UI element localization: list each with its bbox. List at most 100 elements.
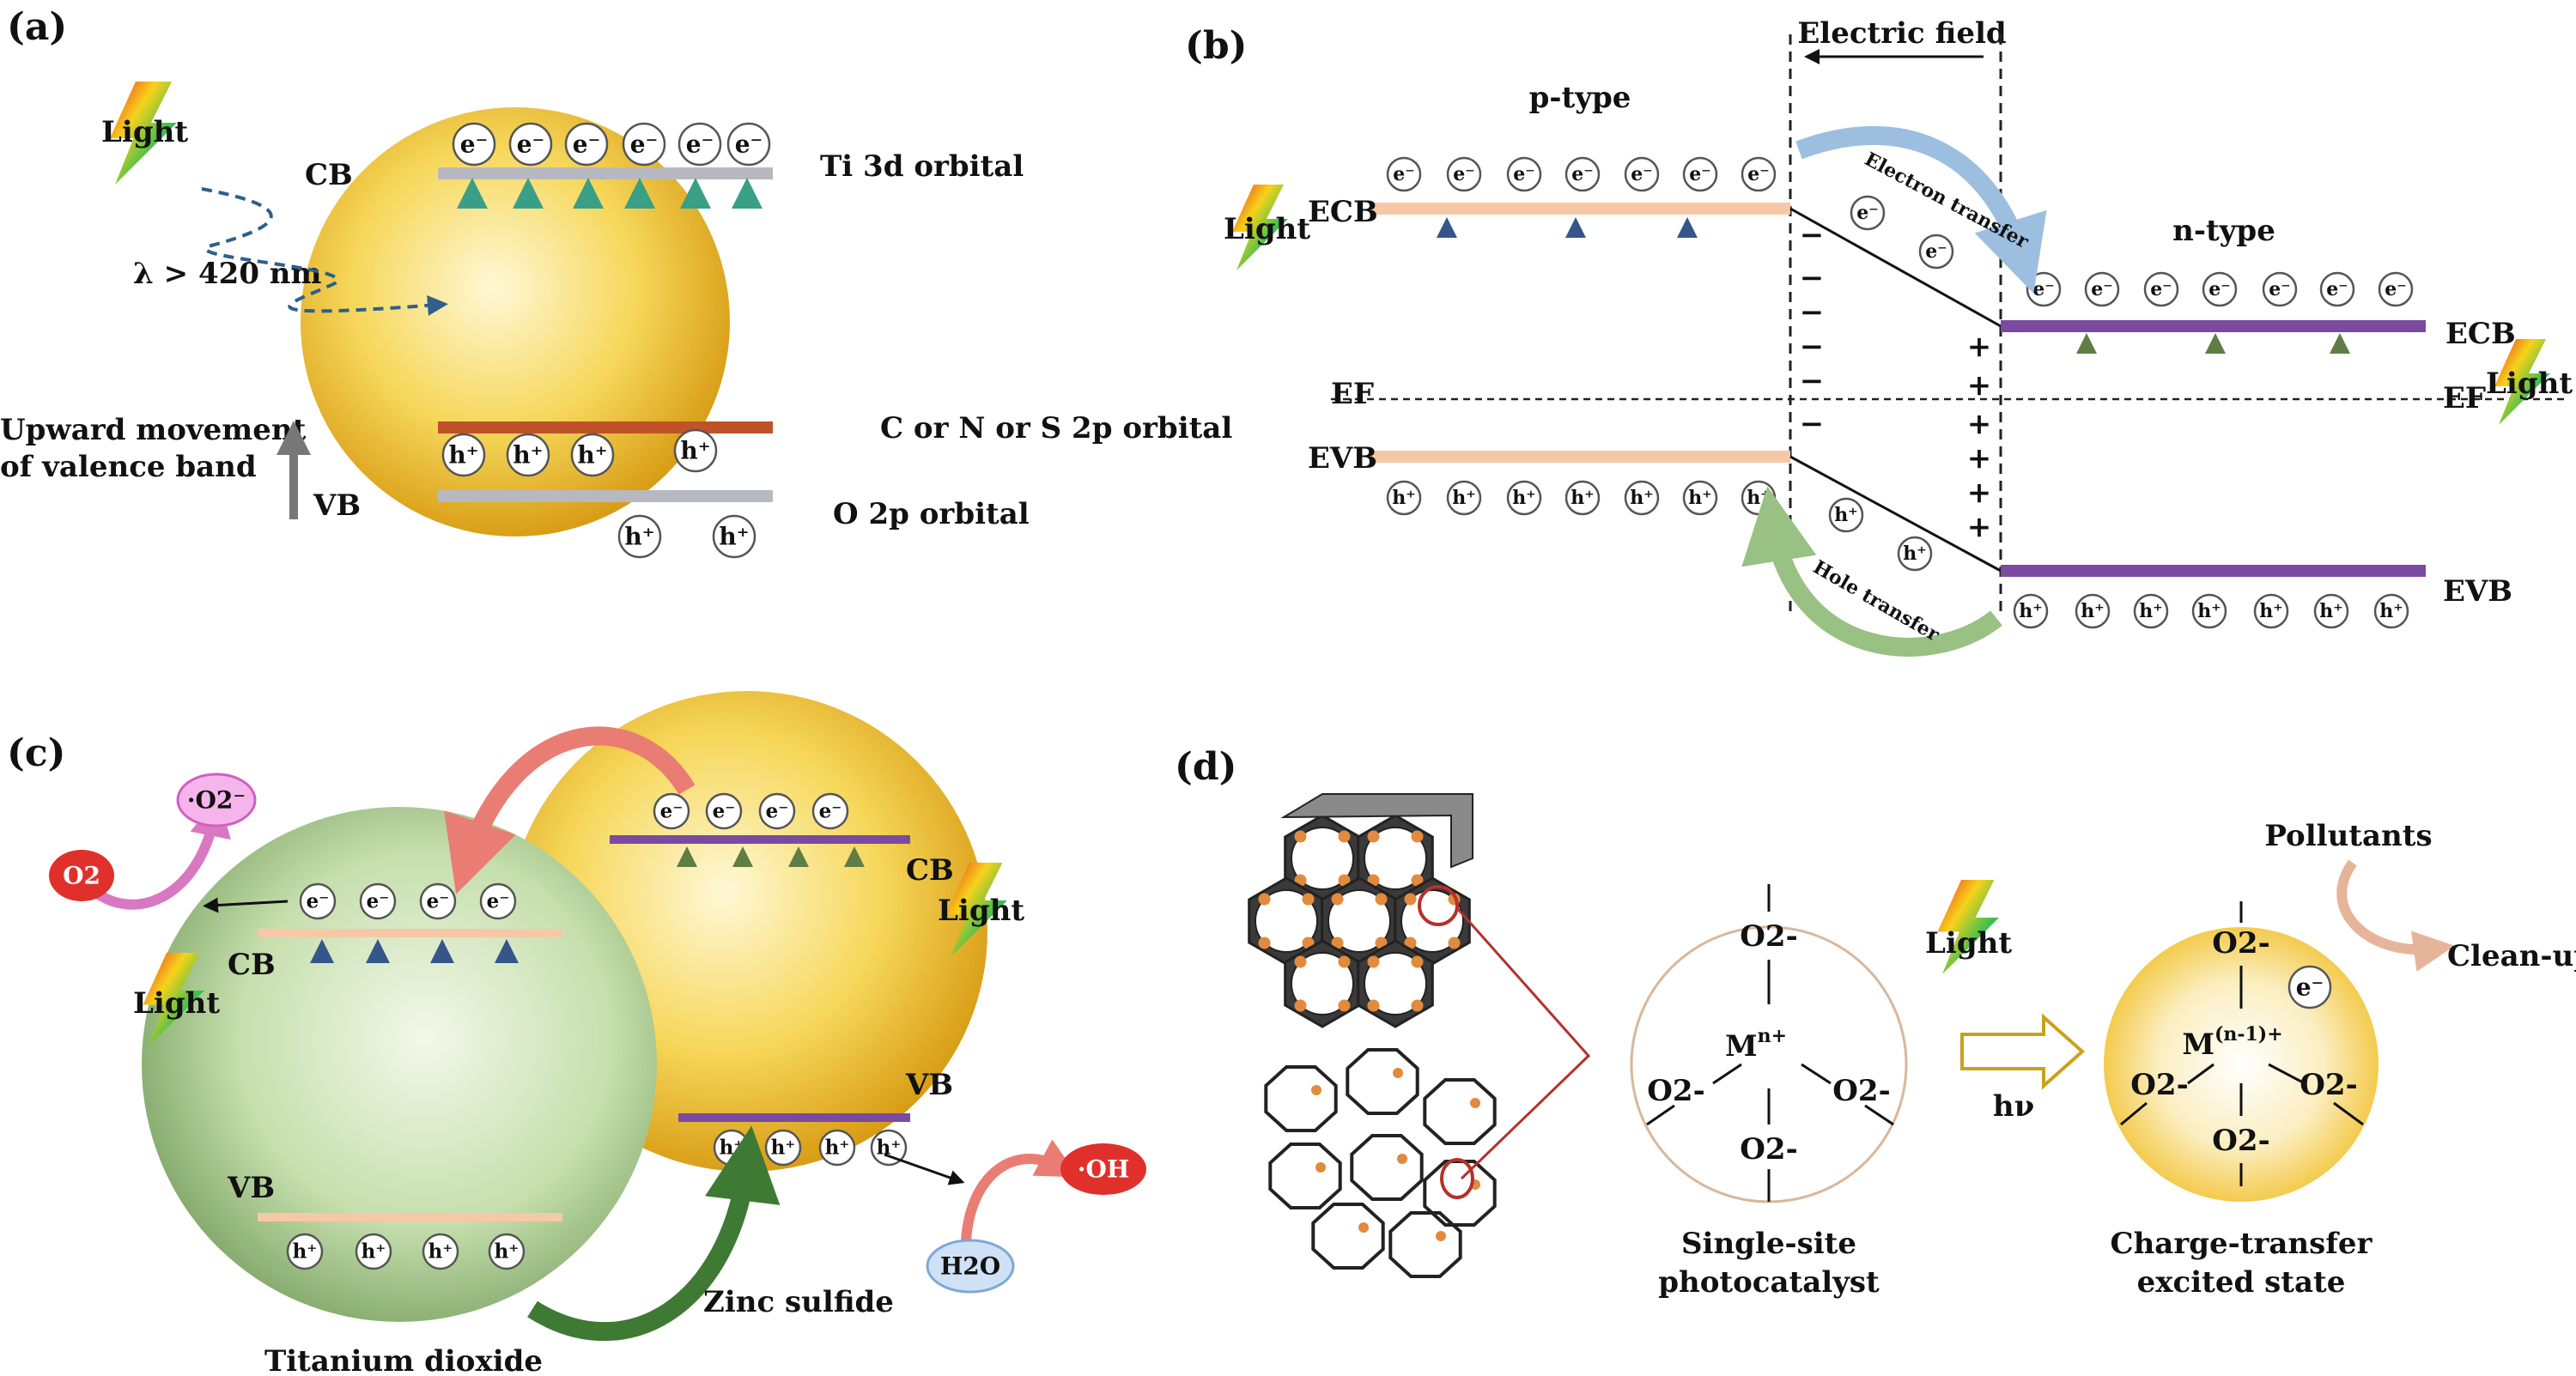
hole-label: h⁺ — [2379, 600, 2403, 622]
hole: h⁺ — [1446, 480, 1482, 516]
active-site — [1331, 893, 1344, 906]
panel-a-vb: VB — [313, 488, 361, 523]
ex-o-left: O2- — [2130, 1068, 2188, 1102]
negative-charge: − — [1800, 261, 1825, 295]
hydroxyl-arrow — [961, 1139, 1079, 1241]
h2o-label: H2O — [940, 1252, 1000, 1281]
hole-transfer-arrow — [1741, 486, 2002, 657]
electron-label: e⁻ — [1747, 163, 1770, 185]
cb-bend — [1789, 207, 2002, 328]
framework-depth — [1280, 793, 1473, 869]
hole: h⁺ — [617, 514, 662, 559]
zeolite-cage — [1350, 1134, 1424, 1201]
panel-a-light: Light — [101, 115, 188, 149]
site-highlight-2 — [1440, 1158, 1474, 1199]
electron: e⁻ — [758, 792, 796, 830]
hv-label: hν — [1993, 1089, 2034, 1124]
panel-b-light-left: Light — [1224, 212, 1310, 246]
electron-label: e⁻ — [2269, 278, 2291, 300]
oh-label: ·OH — [1078, 1155, 1130, 1184]
single-site-label-1: Single-site — [1681, 1227, 1856, 1261]
ss-o-right: O2- — [1832, 1074, 1890, 1108]
electron: e⁻ — [1624, 156, 1660, 192]
panel-d-label: (d) — [1175, 745, 1236, 789]
ss-o-left: O2- — [1647, 1074, 1704, 1108]
negative-charge: − — [1800, 407, 1825, 441]
panel-c-label: (c) — [7, 731, 65, 775]
electron: e⁻ — [726, 122, 771, 167]
panel-a: (a) Light CB VB λ > 420 nm e⁻ e⁻ e⁻ e⁻ e⁻ e⁻ … — [0, 5, 1232, 559]
pollutants-label: Pollutants — [2264, 819, 2432, 853]
panel-a-o2p: O 2p orbital — [833, 497, 1030, 531]
zoom-connector — [1455, 907, 1591, 1180]
hole: h⁺ — [2075, 593, 2111, 629]
zns-cb-label: CB — [906, 853, 954, 888]
electron: e⁻ — [2084, 271, 2120, 307]
hole-label: h⁺ — [771, 1137, 796, 1160]
electron: e⁻ — [2262, 271, 2298, 307]
ex-o-bottom: O2- — [2212, 1124, 2269, 1158]
active-site — [1393, 1068, 1403, 1078]
n-ecb-label: ECB — [2445, 317, 2516, 351]
framework-pore — [1255, 889, 1318, 953]
active-site — [1258, 893, 1271, 906]
active-site — [1367, 955, 1380, 968]
hole: h⁺ — [2013, 593, 2049, 629]
framework-pore — [1291, 952, 1354, 1015]
superoxide-arrow — [82, 795, 231, 910]
active-site — [1375, 893, 1388, 906]
electron-label: e⁻ — [2150, 278, 2172, 300]
ex-metal: M(n-1)+ — [2182, 1023, 2282, 1062]
electron: e⁻ — [677, 122, 722, 167]
cleanup-label: Clean-up — [2447, 939, 2576, 973]
hole-label: h⁺ — [361, 1240, 386, 1264]
electron-label: e⁻ — [1631, 163, 1653, 185]
hole-label: h⁺ — [2259, 600, 2283, 622]
electron-label: e⁻ — [427, 890, 450, 913]
hole: h⁺ — [2313, 593, 2349, 629]
electron: e⁻ — [2026, 271, 2062, 307]
excitation-arrows-b — [1437, 217, 2350, 549]
h2o-bubble — [926, 1239, 1015, 1294]
active-site — [1411, 874, 1424, 887]
active-site — [1411, 955, 1424, 968]
active-site — [1294, 955, 1307, 968]
electron: e⁻ — [299, 882, 337, 920]
panel-b-electric-field: Electric field — [1797, 16, 2006, 51]
mesoporous-framework — [1248, 793, 1473, 1028]
tio2-cb-label: CB — [228, 948, 276, 982]
zns-label: Zinc sulfide — [703, 1285, 894, 1319]
n-ef-label: EF — [2443, 381, 2486, 415]
electron-label: e⁻ — [367, 890, 390, 913]
zeolite-cage — [1423, 1160, 1497, 1227]
hole-label: h⁺ — [624, 523, 654, 551]
tio2-vb-label: VB — [227, 1171, 275, 1205]
electron: e⁻ — [1386, 156, 1422, 192]
hole: h⁺ — [422, 1233, 459, 1270]
superoxide-label: ·O2⁻ — [187, 786, 246, 815]
excitation-arrow-d — [1960, 1013, 2086, 1090]
active-site — [1338, 874, 1351, 887]
excited-label-2: excited state — [2137, 1265, 2346, 1300]
electron: e⁻ — [479, 882, 517, 920]
panel-c: (c) e⁻ e⁻ e⁻ e⁻h⁺ h⁺ h⁺ h⁺e⁻ e⁻ e⁻ e⁻h⁺ h⁺ h⁺ h⁺ CB … — [7, 691, 1146, 1376]
hole-label: h⁺ — [2081, 600, 2105, 622]
hole-label: h⁺ — [513, 441, 543, 470]
hole: h⁺ — [1506, 480, 1542, 516]
active-site — [1411, 830, 1424, 843]
active-site — [1411, 999, 1424, 1012]
hole-label: h⁺ — [2319, 600, 2343, 622]
hole-label: h⁺ — [1834, 504, 1858, 526]
tio2-sphere — [142, 807, 657, 1322]
electron-label: e⁻ — [2091, 278, 2113, 300]
electron-transfer-arrow — [1795, 125, 2047, 294]
electron: e⁻ — [1446, 156, 1482, 192]
ss-metal-charge: n+ — [1758, 1025, 1787, 1047]
zeolite-cage — [1268, 1143, 1342, 1209]
vb-bend — [1789, 455, 2002, 573]
hole-label: h⁺ — [428, 1240, 453, 1264]
hole-transfer-arrow-c — [527, 1125, 781, 1342]
panel-a-ti3d: Ti 3d orbital — [820, 149, 1024, 184]
oh-bubble — [1060, 1143, 1146, 1195]
